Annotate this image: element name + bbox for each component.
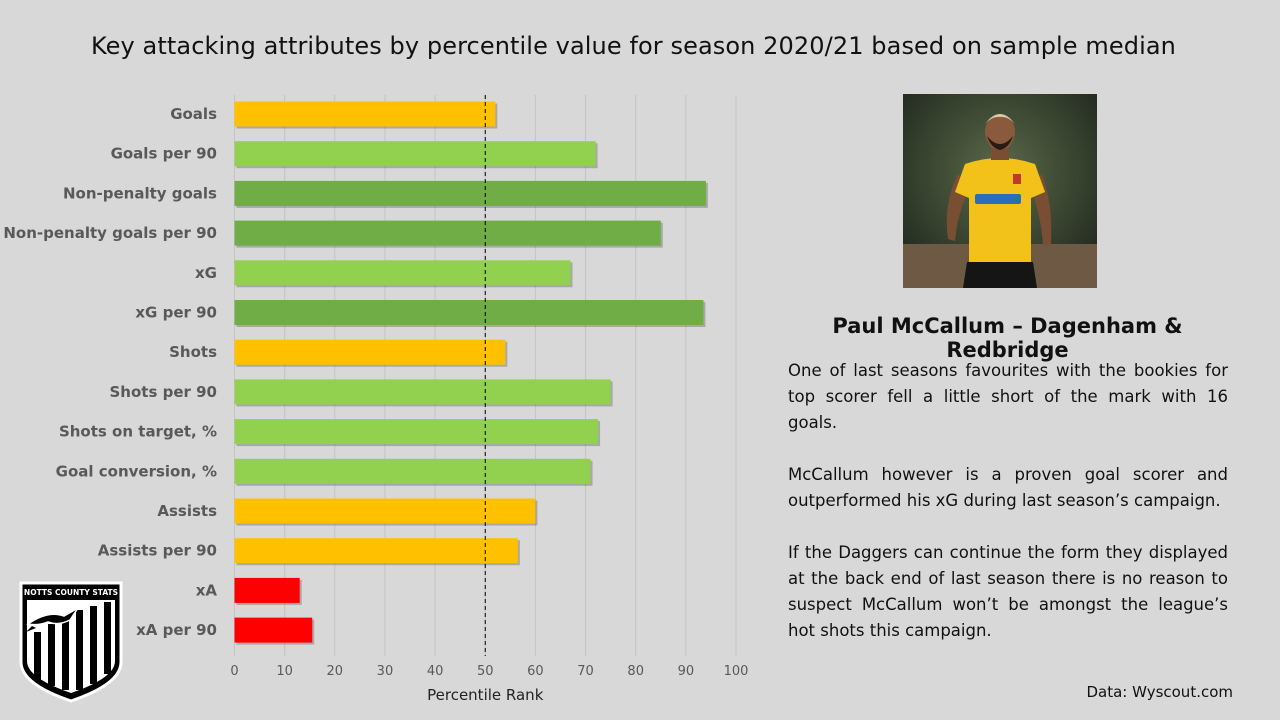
x-tick-label: 90 [678,664,695,679]
category-label: Shots on target, % [59,423,217,441]
x-tick-label: 20 [327,664,344,679]
player-photo-image [903,94,1097,288]
x-tick-label: 60 [527,664,544,679]
category-label: Goals per 90 [111,145,217,163]
x-axis-title: Percentile Rank [427,686,544,704]
description-paragraph-3: If the Daggers can continue the form the… [788,543,1228,640]
bar [234,498,536,524]
x-tick-label: 70 [577,664,594,679]
category-label: xA [196,581,218,599]
player-photo [903,94,1097,288]
bar [234,101,496,127]
category-label: Non-penalty goals [63,184,217,202]
category-label: Goal conversion, % [56,462,217,480]
x-tick-label: 30 [377,664,394,679]
bar [234,617,313,643]
x-tick-label: 0 [230,664,238,679]
description-paragraph-1: One of last seasons favourites with the … [788,361,1228,432]
category-label: Goals [170,105,217,123]
x-tick-label: 100 [724,664,749,679]
x-tick-label: 40 [427,664,444,679]
description-paragraph-2: McCallum however is a proven goal scorer… [788,465,1228,510]
bar [234,379,611,405]
bar [234,141,596,167]
category-label: xG [195,264,217,282]
category-label: xG per 90 [135,304,217,322]
bar [234,220,661,246]
notts-county-stats-logo: NOTTS COUNTY STATS [19,581,123,703]
x-tick-label: 50 [477,664,494,679]
data-source: Data: Wyscout.com [1086,683,1233,701]
category-label: Shots per 90 [109,383,217,401]
chart-title: Key attacking attributes by percentile v… [91,32,1176,60]
logo-text: NOTTS COUNTY STATS [24,588,118,597]
bar [234,419,599,445]
category-label: Assists per 90 [98,542,217,560]
category-label: Non-penalty goals per 90 [3,224,217,242]
x-tick-label: 10 [276,664,293,679]
player-description: One of last seasons favourites with the … [788,358,1228,670]
bar-chart: 0 10 20 30 40 50 60 70 80 90 100 Goals Goals per 90 N… [3,95,749,704]
player-name: Paul McCallum – Dagenham & Redbridge [832,314,1183,362]
bar [234,577,300,603]
bar [234,538,518,564]
category-label: Assists [157,502,217,520]
bar [234,260,571,286]
category-label: Shots [169,343,217,361]
bar [234,339,506,365]
bar [234,458,591,484]
x-tick-label: 80 [627,664,644,679]
bar [234,180,706,206]
bar [234,300,704,325]
category-label: xA per 90 [136,621,217,639]
